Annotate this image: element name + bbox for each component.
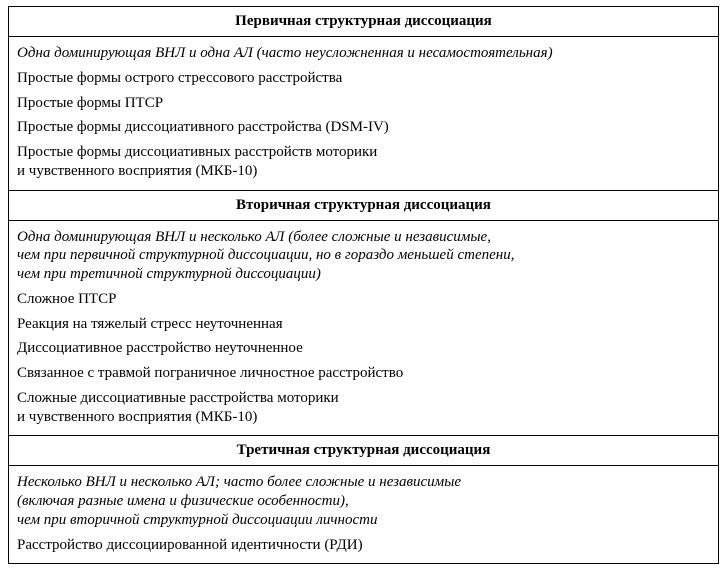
section-body: Одна доминирующая ВНЛ и одна АЛ (часто н… [9,37,719,191]
section-item: Простые формы острого стрессового расстр… [17,66,710,91]
section-item: Связанное с травмой пограничное личностн… [17,361,710,386]
section-item: Сложные диссоциативные расстройства мото… [17,386,710,430]
section-description: Одна доминирующая ВНЛ и одна АЛ (часто н… [17,41,710,66]
section-item: Реакция на тяжелый стресс неуточненная [17,312,710,337]
section-description: Одна доминирующая ВНЛ и несколько АЛ (бо… [17,225,710,287]
section-description: Несколько ВНЛ и несколько АЛ; часто боле… [17,470,710,532]
section-item: Простые формы ПТСР [17,91,710,116]
section-item: Расстройство диссоциированной идентичнос… [17,533,710,558]
section-header: Первичная структурная диссоциация [9,7,719,37]
section-item: Простые формы диссоциативного расстройст… [17,115,710,140]
section-item: Диссоциативное расстройство неуточненное [17,336,710,361]
section-item: Сложное ПТСР [17,287,710,312]
section-header: Третичная структурная диссоциация [9,436,719,466]
dissociation-table: Первичная структурная диссоциация Одна до… [8,6,719,564]
section-item: Простые формы диссоциативных расстройств… [17,140,710,184]
page: Первичная структурная диссоциация Одна до… [0,0,727,572]
section-header: Вторичная структурная диссоциация [9,190,719,220]
section-body: Несколько ВНЛ и несколько АЛ; часто боле… [9,466,719,564]
section-body: Одна доминирующая ВНЛ и несколько АЛ (бо… [9,220,719,436]
table-body: Первичная структурная диссоциация Одна до… [9,7,719,564]
